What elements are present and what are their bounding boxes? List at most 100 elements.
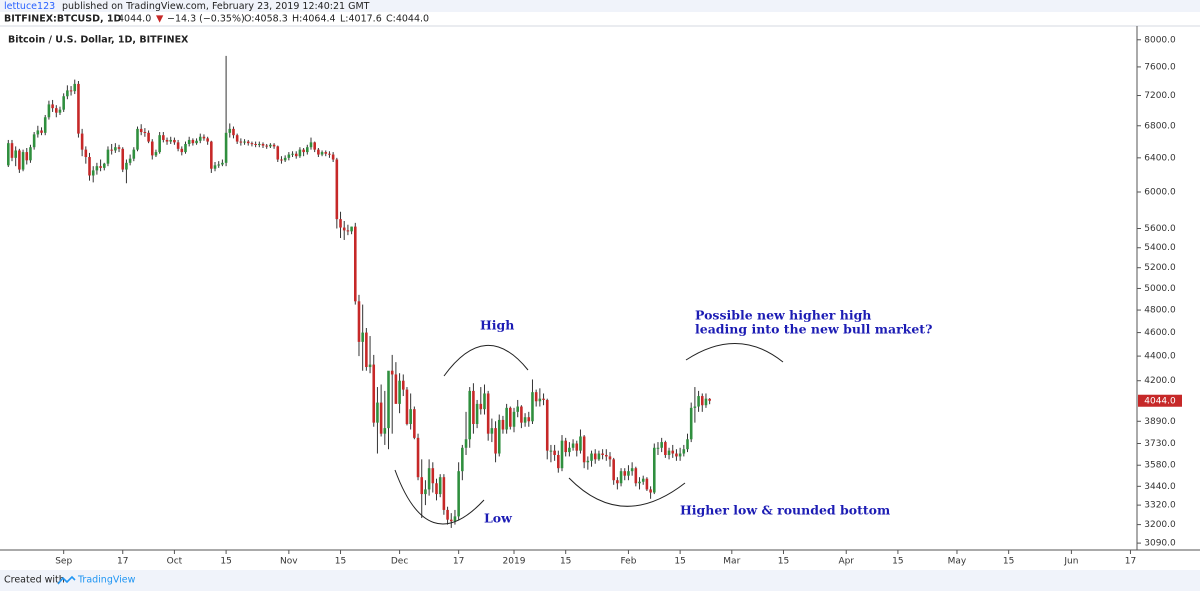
candle-body xyxy=(235,135,239,142)
chart-title: Bitcoin / U.S. Dollar, 1D, BITFINEX xyxy=(8,35,189,46)
candle-body xyxy=(461,447,464,472)
brand-logo xyxy=(57,575,76,585)
candle-body xyxy=(656,447,660,449)
candle-body xyxy=(365,332,368,368)
candle-body xyxy=(664,442,667,455)
candle-body xyxy=(91,170,95,176)
x-tick-label: 15 xyxy=(892,557,903,567)
candle-body xyxy=(32,134,36,148)
brand[interactable]: TradingView xyxy=(77,575,136,586)
candle-body xyxy=(353,226,357,302)
candle-body xyxy=(169,139,173,142)
candle-body xyxy=(527,417,531,422)
candle-body xyxy=(590,453,593,461)
y-tick-label: 3090.0 xyxy=(1144,539,1176,549)
candle-body xyxy=(545,399,549,451)
candle-body xyxy=(472,390,475,425)
y-tick-label: 3730.0 xyxy=(1144,439,1176,449)
candle-body xyxy=(265,145,268,147)
candle-body xyxy=(95,166,99,171)
candle-body xyxy=(649,489,652,493)
candle-body xyxy=(693,406,697,408)
x-tick-label: 15 xyxy=(560,557,571,567)
low-label: L:4017.6 xyxy=(340,14,382,25)
candle-body xyxy=(269,144,272,147)
candle-body xyxy=(557,454,560,469)
annotation: Low xyxy=(484,511,513,526)
last-price-tag-label: 4044.0 xyxy=(1144,397,1176,407)
candle-body xyxy=(128,158,132,163)
change: −14.3 (−0.35%) xyxy=(167,14,245,25)
candle-body xyxy=(302,149,305,153)
candle-body xyxy=(317,149,320,155)
candle-body xyxy=(582,436,586,463)
candle-body xyxy=(21,152,25,170)
candle-body xyxy=(84,149,88,158)
candle-body xyxy=(221,162,224,165)
candle-body xyxy=(368,364,372,368)
y-tick-label: 7600.0 xyxy=(1144,62,1176,72)
candle-body xyxy=(43,117,47,133)
annotation: Higher low & rounded bottom xyxy=(680,503,890,518)
candle-body xyxy=(55,108,58,113)
candle-body xyxy=(239,141,243,143)
candle-body xyxy=(593,453,597,460)
candle-body xyxy=(106,149,110,164)
candle-body xyxy=(398,380,401,404)
candle-body xyxy=(479,403,483,410)
created-with: Created with xyxy=(4,575,65,586)
y-tick-label: 3580.0 xyxy=(1144,461,1176,471)
candle-body xyxy=(40,130,43,133)
candle-body xyxy=(549,450,553,452)
candle-body xyxy=(125,162,128,170)
candle-body xyxy=(571,443,575,448)
candle-body xyxy=(497,419,501,454)
candle-body xyxy=(700,396,704,406)
candle-body xyxy=(191,139,195,144)
candle-body xyxy=(627,471,630,476)
candle-body xyxy=(667,450,671,455)
candle-body xyxy=(678,453,682,457)
candle-body xyxy=(162,135,165,140)
candle-body xyxy=(298,149,302,157)
candle-body xyxy=(534,392,538,402)
candle-body xyxy=(387,370,390,429)
candle-body xyxy=(217,164,221,166)
candle-body xyxy=(413,409,416,438)
candle-body xyxy=(320,152,324,155)
candle-body xyxy=(294,153,298,157)
candle-body xyxy=(69,90,73,92)
candle-body xyxy=(210,141,213,169)
author-link[interactable]: lettuce123 xyxy=(4,1,55,12)
x-tick-label: Jun xyxy=(1063,557,1078,567)
candle-body xyxy=(7,143,10,166)
last-price: 4044.0 xyxy=(118,14,151,25)
candle-body xyxy=(542,398,545,400)
candle-body xyxy=(512,411,516,427)
candle-body xyxy=(206,138,209,142)
candle-body xyxy=(99,166,102,168)
x-tick-label: 15 xyxy=(778,557,789,567)
candle-body xyxy=(523,417,527,423)
candle-body xyxy=(612,459,615,481)
candle-body xyxy=(464,439,468,448)
candle-body xyxy=(605,454,608,457)
candle-body xyxy=(704,398,708,406)
candle-body xyxy=(446,509,449,520)
candle-body xyxy=(457,471,460,517)
y-tick-label: 3440.0 xyxy=(1144,482,1176,492)
candle-body xyxy=(136,128,139,150)
candle-body xyxy=(165,139,169,142)
candle-body xyxy=(117,147,121,149)
candle-body xyxy=(66,90,69,97)
x-tick-label: Oct xyxy=(167,557,183,567)
candle-body xyxy=(468,390,472,440)
x-tick-label: Feb xyxy=(620,557,636,567)
candle-body xyxy=(224,132,228,163)
candle-body xyxy=(509,407,512,427)
candle-body xyxy=(697,396,700,407)
last-price-tag xyxy=(1138,394,1182,407)
candle-body xyxy=(114,147,117,151)
candle-body xyxy=(331,154,335,160)
